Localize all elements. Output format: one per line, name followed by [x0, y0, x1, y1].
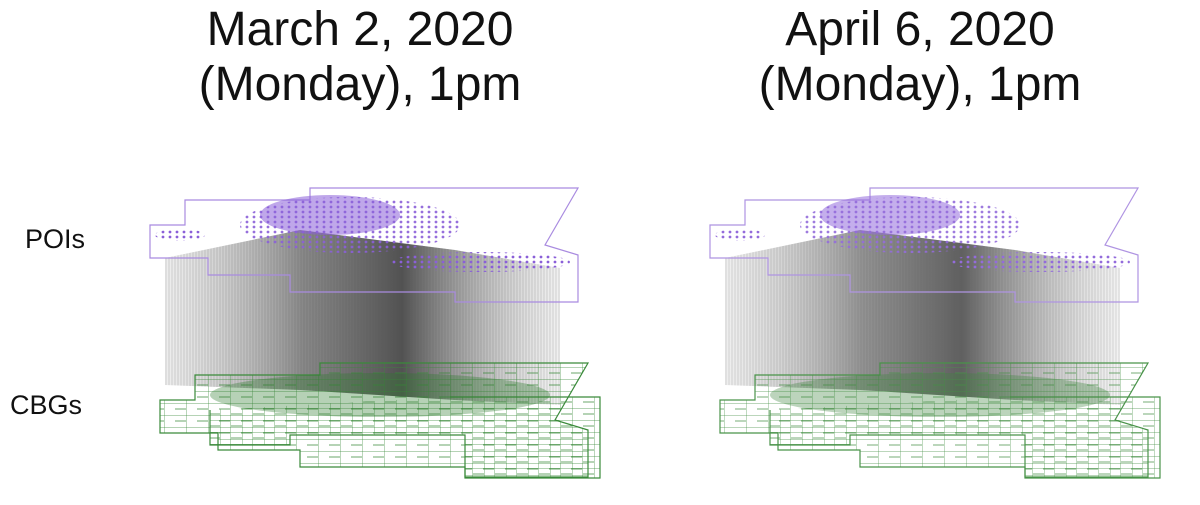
- row-label: POIs: [25, 224, 85, 254]
- map-panel: [710, 188, 1160, 478]
- panel-title: April 6, 2020: [785, 3, 1055, 56]
- panel-title: (Monday), 1pm: [759, 58, 1082, 111]
- row-label: CBGs: [10, 390, 82, 420]
- map-panel: [150, 188, 600, 478]
- panel-title: March 2, 2020: [207, 3, 514, 56]
- panel-title: (Monday), 1pm: [199, 58, 522, 111]
